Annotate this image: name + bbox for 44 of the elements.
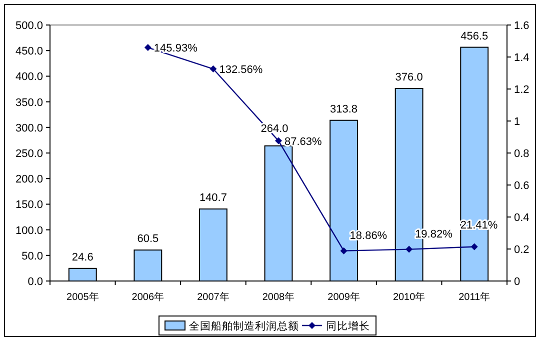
y-tick-label: 250.0	[15, 148, 43, 160]
data-label: 87.63%	[284, 136, 322, 148]
point	[406, 246, 413, 253]
y2-tick-label: 1.6	[514, 20, 530, 32]
data-label: 376.0	[395, 71, 423, 84]
y-tick-label: 400.0	[15, 71, 43, 84]
y-tick-label: 300.0	[15, 122, 43, 134]
data-label: 140.7	[199, 192, 227, 204]
point	[275, 137, 282, 144]
y2-tick-label: 1.2	[514, 84, 530, 96]
x-tick-label: 2010年	[392, 291, 426, 303]
x-tick-label: 2005年	[66, 291, 99, 303]
y2-tick-label: 0.2	[514, 244, 530, 256]
y2-tick-label: 1	[514, 116, 520, 128]
legend-label: 同比增长	[326, 320, 370, 332]
data-label: 132.56%	[219, 64, 263, 76]
y-tick-label: 50.0	[22, 250, 43, 262]
y-tick-label: 350.0	[15, 96, 43, 109]
x-tick-label: 2009年	[328, 291, 360, 303]
y2-tick-label: 0.8	[514, 148, 530, 160]
y2-tick-label: 0.4	[514, 212, 530, 224]
y2-tick-label: 0.6	[514, 180, 530, 192]
y-tick-label: 500.0	[15, 20, 43, 32]
legend-label: 全国船舶制造利润总额	[189, 320, 299, 332]
x-tick-label: 2006年	[132, 291, 164, 303]
y-tick-label: 100.0	[15, 224, 43, 237]
x-tick-label: 2007年	[197, 291, 230, 303]
point	[210, 65, 217, 72]
y-tick-label: 450.0	[15, 46, 43, 58]
data-label: 456.5	[460, 30, 488, 42]
y2-tick-label: 0	[514, 276, 520, 288]
data-label: 313.8	[330, 103, 358, 116]
x-tick-label: 2008年	[262, 291, 295, 303]
y-tick-label: 0.0	[28, 276, 43, 288]
y-tick-label: 200.0	[15, 174, 43, 186]
y-tick-label: 150.0	[15, 199, 43, 212]
data-label: 24.6	[72, 251, 94, 264]
y2-tick-label: 1.4	[514, 52, 530, 64]
x-tick-label: 2011年	[458, 291, 490, 303]
data-label: 60.5	[137, 233, 159, 246]
point	[340, 247, 348, 254]
point	[144, 44, 152, 52]
point	[470, 243, 478, 250]
data-label: 145.93%	[154, 42, 198, 55]
